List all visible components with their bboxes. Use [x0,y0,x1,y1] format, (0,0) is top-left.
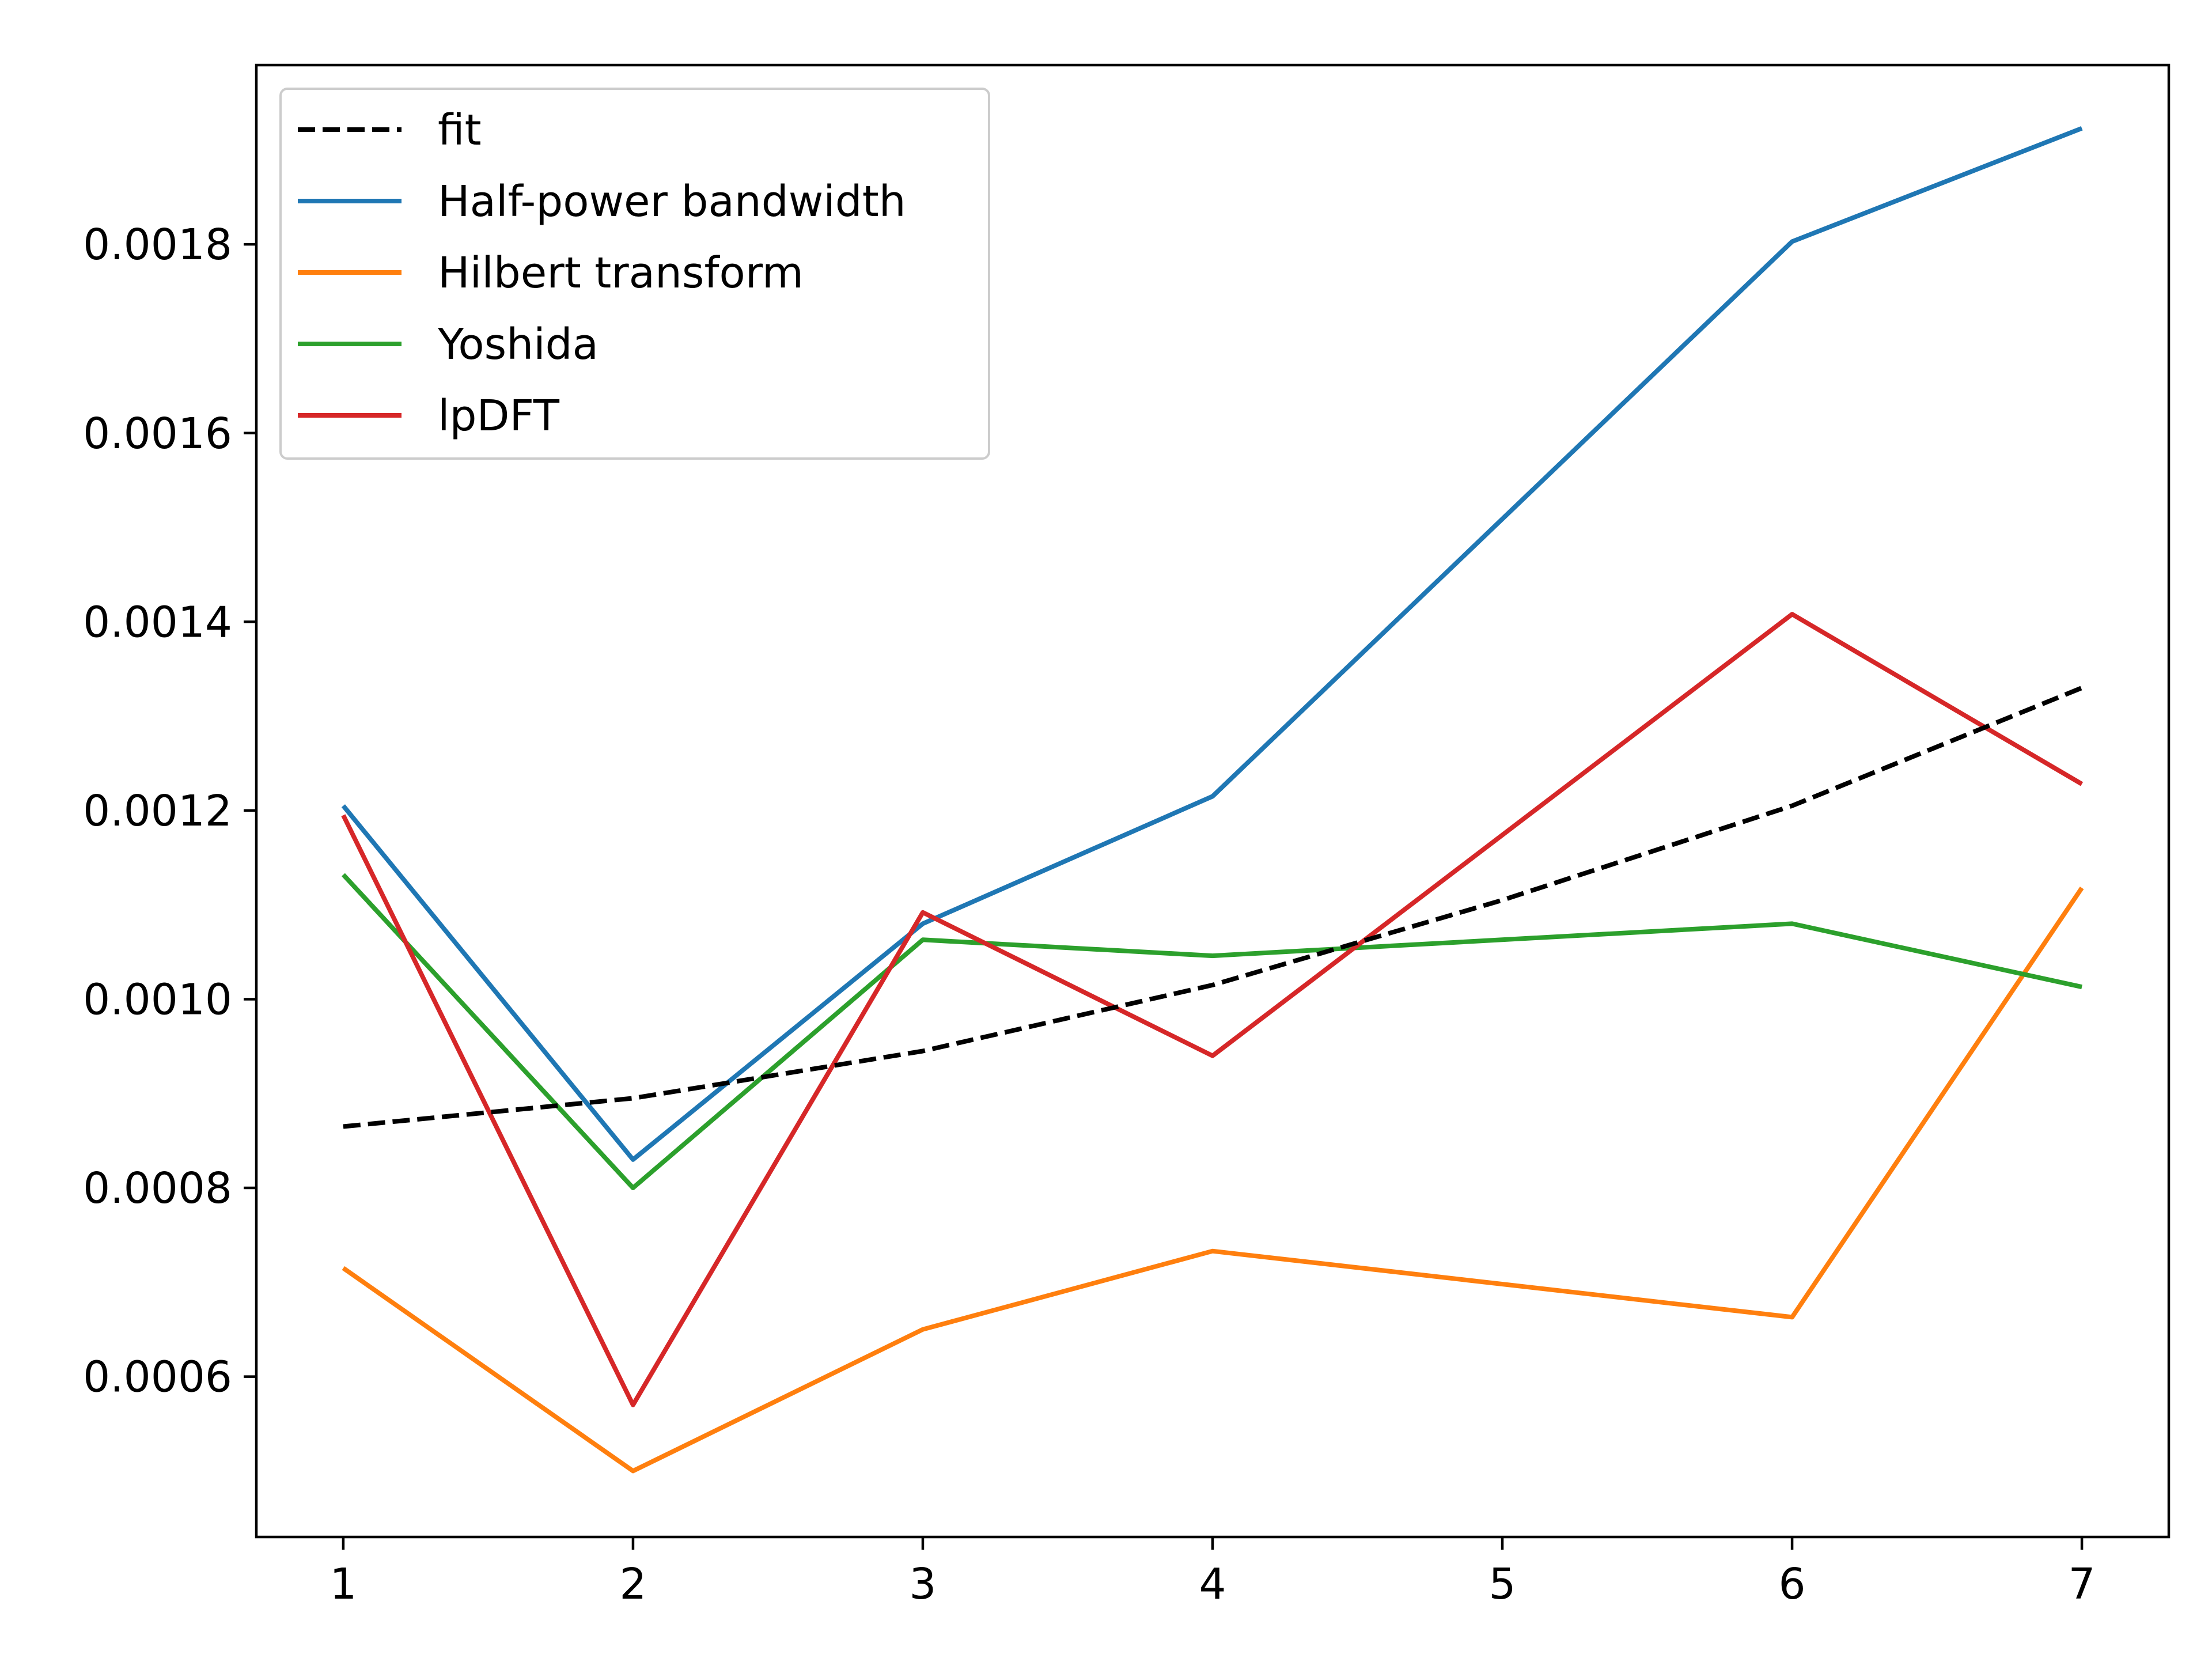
y-tick-label: 0.0008 [83,1164,232,1213]
y-tick-label: 0.0006 [83,1353,232,1402]
data-series [341,126,2084,1474]
x-tick-label: 4 [1199,1559,1226,1609]
series-line-1 [343,686,2083,1129]
y-tick-label: 0.0014 [83,597,232,647]
x-tick-label: 6 [1779,1559,1806,1609]
y-tick-label: 0.0012 [83,786,232,836]
x-tick-label: 3 [909,1559,936,1609]
x-tick-label: 1 [329,1559,357,1609]
y-tick-label: 0.0016 [83,409,232,459]
series-line-2 [341,126,2083,1162]
y-tick-label: 0.0010 [83,975,232,1024]
x-tick-label: 7 [2069,1559,2096,1609]
series-line-5 [341,612,2084,1407]
plot-area-frame [255,63,2171,1539]
y-tick-label: 0.0018 [83,220,232,270]
series-line-3 [342,886,2084,1474]
axis-ticks: 1 2 3 4 5 6 7 0.0006 0.0008 0.0010 0.0012 0.0014 0.0… [83,220,2096,1609]
legend-label: Half-power bandwidth [438,177,906,226]
x-tick-label: 2 [619,1559,646,1609]
series-line-4 [341,873,2082,1190]
x-tick-label: 5 [1488,1559,1516,1609]
legend-label: lpDFT [438,391,560,441]
legend-box [279,88,990,460]
legend-label: Yoshida [437,320,599,369]
legend: fit Half-power bandwidth Hilbert transform… [279,88,990,460]
legend-label: fit [438,105,482,155]
legend-label: Hilbert transform [438,248,804,298]
